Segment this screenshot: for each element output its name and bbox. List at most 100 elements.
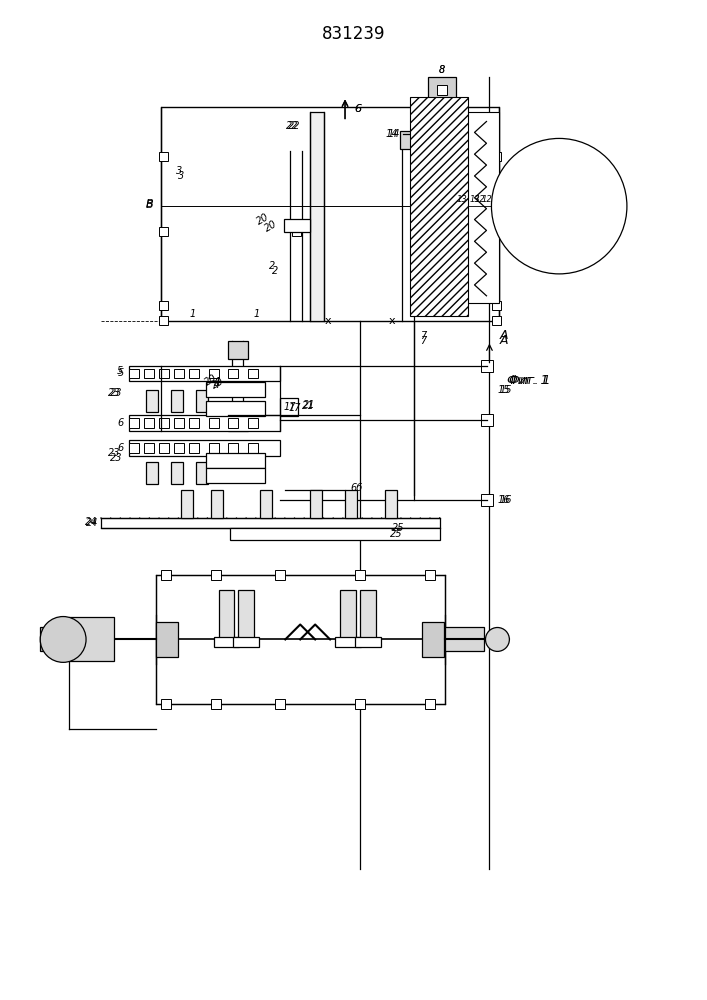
Bar bbox=[422, 622, 444, 657]
Bar bbox=[214, 637, 240, 647]
Bar bbox=[209, 418, 218, 428]
Bar bbox=[206, 453, 265, 468]
Bar bbox=[438, 171, 448, 181]
Text: 21: 21 bbox=[302, 401, 315, 411]
Text: 17: 17 bbox=[289, 403, 301, 413]
Bar bbox=[481, 360, 493, 372]
Bar bbox=[438, 251, 448, 261]
Bar bbox=[160, 107, 499, 321]
Bar bbox=[206, 382, 265, 397]
Bar bbox=[69, 617, 114, 661]
Text: 23: 23 bbox=[110, 453, 123, 463]
Bar bbox=[420, 151, 430, 161]
Bar bbox=[181, 490, 192, 518]
Bar bbox=[230, 528, 440, 540]
Bar bbox=[335, 637, 361, 647]
Text: 3: 3 bbox=[177, 171, 184, 181]
Text: x: x bbox=[325, 316, 332, 326]
Bar bbox=[284, 219, 310, 232]
Text: 5: 5 bbox=[117, 368, 124, 378]
Text: 2: 2 bbox=[272, 266, 279, 276]
Text: Фиг. 1: Фиг. 1 bbox=[508, 374, 549, 387]
Bar bbox=[360, 590, 376, 639]
Text: 20: 20 bbox=[210, 376, 226, 391]
Bar bbox=[170, 390, 182, 412]
Text: B: B bbox=[518, 199, 525, 209]
Bar bbox=[228, 418, 238, 428]
Bar bbox=[260, 490, 272, 518]
Bar bbox=[438, 231, 448, 241]
Circle shape bbox=[486, 627, 509, 651]
Text: 2: 2 bbox=[269, 261, 275, 271]
Bar bbox=[492, 316, 501, 325]
Text: x: x bbox=[389, 316, 395, 326]
Bar bbox=[159, 369, 169, 378]
Bar bbox=[438, 151, 448, 161]
Text: 4: 4 bbox=[214, 380, 221, 390]
Text: 16: 16 bbox=[499, 495, 512, 505]
Text: B: B bbox=[146, 199, 154, 209]
Text: 15: 15 bbox=[499, 385, 512, 395]
Bar bbox=[206, 468, 265, 483]
Text: B: B bbox=[518, 203, 525, 213]
Bar bbox=[492, 152, 501, 161]
Bar bbox=[450, 191, 460, 201]
Bar bbox=[209, 443, 218, 453]
Text: 15: 15 bbox=[498, 385, 510, 395]
Bar bbox=[129, 366, 280, 381]
Bar bbox=[159, 418, 169, 428]
Bar bbox=[160, 699, 170, 709]
Bar bbox=[129, 415, 280, 431]
Bar bbox=[400, 131, 418, 149]
Bar bbox=[144, 369, 154, 378]
Bar bbox=[420, 251, 430, 261]
Text: 25: 25 bbox=[390, 529, 402, 539]
Text: 25: 25 bbox=[392, 523, 404, 533]
Text: Фиг. 1: Фиг. 1 bbox=[509, 374, 551, 387]
Bar bbox=[159, 152, 168, 161]
Bar bbox=[481, 414, 493, 426]
Bar bbox=[146, 390, 158, 412]
Bar bbox=[425, 699, 435, 709]
Bar bbox=[420, 191, 430, 201]
Bar bbox=[228, 443, 238, 453]
Bar bbox=[129, 369, 139, 378]
Bar bbox=[420, 231, 430, 241]
Bar bbox=[450, 271, 460, 281]
Text: 14: 14 bbox=[387, 129, 400, 139]
Bar bbox=[144, 418, 154, 428]
Bar bbox=[275, 699, 285, 709]
Circle shape bbox=[491, 138, 627, 274]
Bar bbox=[159, 316, 168, 325]
Text: 16: 16 bbox=[498, 495, 510, 505]
Bar bbox=[310, 112, 324, 321]
Bar bbox=[159, 443, 169, 453]
Bar bbox=[420, 271, 430, 281]
Text: 13: 13 bbox=[457, 195, 467, 204]
Bar bbox=[450, 151, 460, 161]
Text: 22: 22 bbox=[286, 121, 298, 131]
Text: 6: 6 bbox=[354, 104, 361, 114]
Bar bbox=[450, 131, 460, 141]
Text: 17: 17 bbox=[284, 402, 296, 412]
Bar bbox=[211, 570, 221, 580]
Text: 21: 21 bbox=[303, 400, 316, 410]
Bar bbox=[438, 271, 448, 281]
Bar bbox=[345, 490, 357, 518]
Text: 12: 12 bbox=[481, 195, 492, 204]
Bar bbox=[129, 443, 139, 453]
Text: 7: 7 bbox=[420, 336, 426, 346]
Bar bbox=[355, 637, 381, 647]
Text: 1: 1 bbox=[253, 309, 259, 319]
Text: 23: 23 bbox=[108, 388, 121, 398]
Bar bbox=[450, 171, 460, 181]
Bar bbox=[445, 627, 484, 651]
Bar bbox=[209, 369, 218, 378]
Text: 5: 5 bbox=[117, 366, 123, 376]
Bar bbox=[233, 637, 259, 647]
Text: 12: 12 bbox=[474, 195, 485, 204]
Text: 6: 6 bbox=[117, 418, 124, 428]
Text: B: B bbox=[146, 200, 154, 210]
Bar bbox=[410, 97, 467, 316]
Bar bbox=[450, 211, 460, 221]
